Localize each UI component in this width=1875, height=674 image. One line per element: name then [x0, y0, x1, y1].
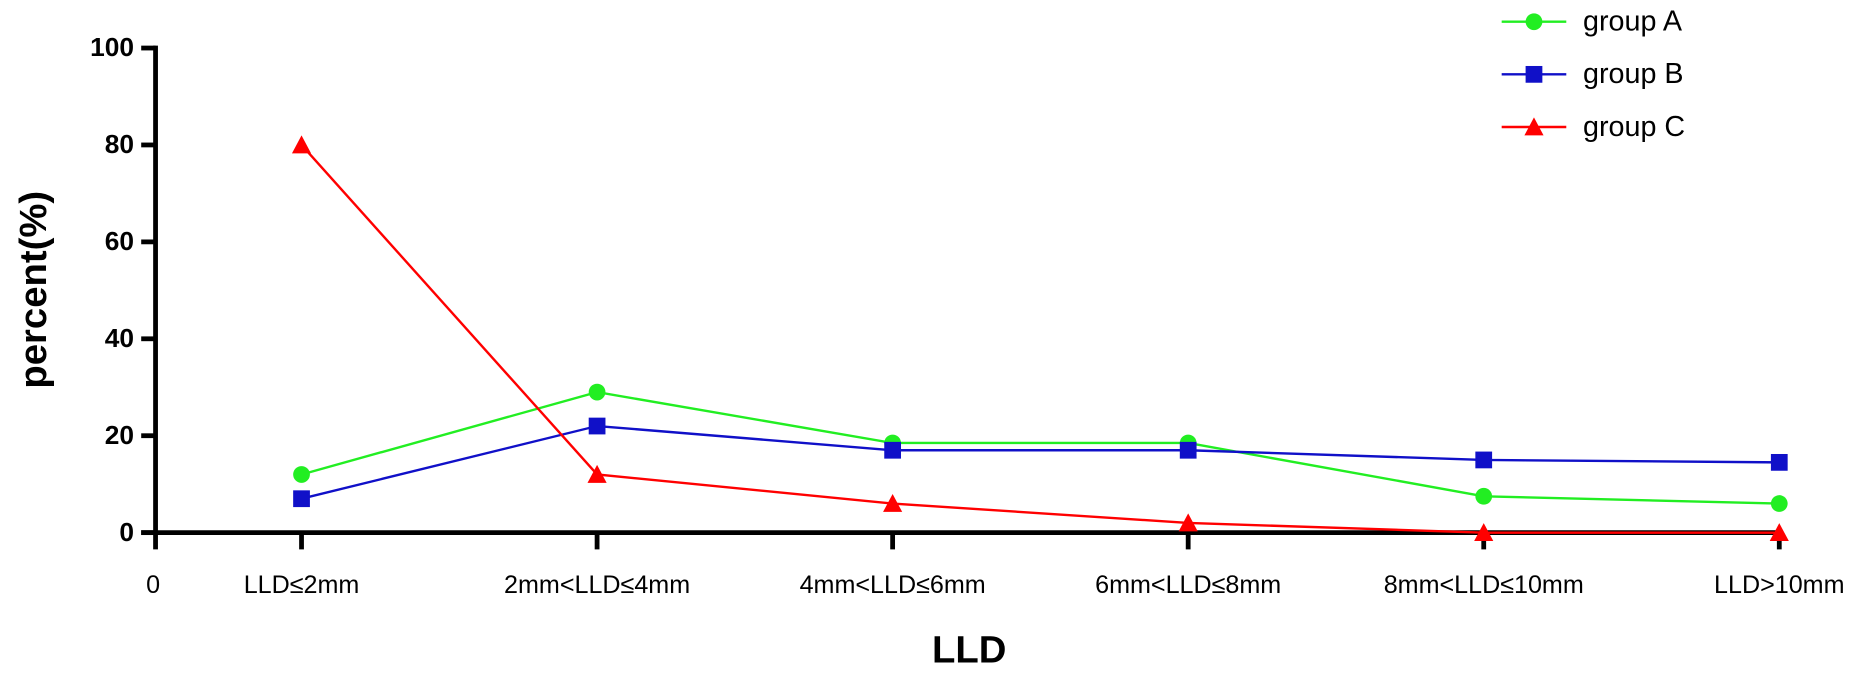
point — [293, 466, 310, 483]
point — [293, 490, 310, 508]
y-tick-label: 40 — [105, 323, 134, 353]
series-line — [301, 390, 1780, 505]
point — [1179, 441, 1197, 459]
point — [1770, 453, 1788, 471]
x-tick-label: LLD>10mm — [1714, 571, 1845, 599]
y-tick-label: 0 — [119, 517, 134, 547]
x-origin-label: 0 — [146, 571, 160, 599]
point — [884, 441, 902, 459]
point — [1769, 523, 1789, 542]
x-tick-label: 8mm<LLD≤10mm — [1384, 571, 1584, 599]
point — [1524, 117, 1544, 136]
point — [587, 464, 607, 483]
y-axis-title: percent(%) — [12, 191, 55, 389]
x-axis-title: LLD — [932, 628, 1006, 671]
point — [1178, 513, 1198, 532]
y-tick-label: 60 — [105, 226, 134, 256]
point — [883, 493, 903, 512]
x-tick-label: 6mm<LLD≤8mm — [1095, 571, 1281, 599]
point — [291, 135, 312, 154]
point — [1474, 523, 1494, 542]
point — [1475, 487, 1493, 505]
point — [1770, 495, 1788, 512]
point — [1525, 65, 1543, 83]
legend-label: group B — [1583, 58, 1684, 90]
y-tick-label: 20 — [105, 420, 134, 450]
y-tick-label: 100 — [90, 32, 134, 62]
y-tick-label: 80 — [105, 129, 134, 159]
x-tick-label: LLD≤2mm — [244, 571, 360, 599]
x-tick-label: 2mm<LLD≤4mm — [504, 571, 690, 599]
series-line — [300, 144, 1780, 534]
x-tick-label: 4mm<LLD≤6mm — [800, 571, 986, 599]
point — [1475, 451, 1493, 469]
legend-label: group C — [1583, 111, 1685, 143]
legend-label: group A — [1583, 5, 1683, 37]
series-line — [301, 424, 1780, 500]
point — [588, 417, 606, 435]
point — [588, 383, 606, 401]
point — [1525, 13, 1543, 31]
